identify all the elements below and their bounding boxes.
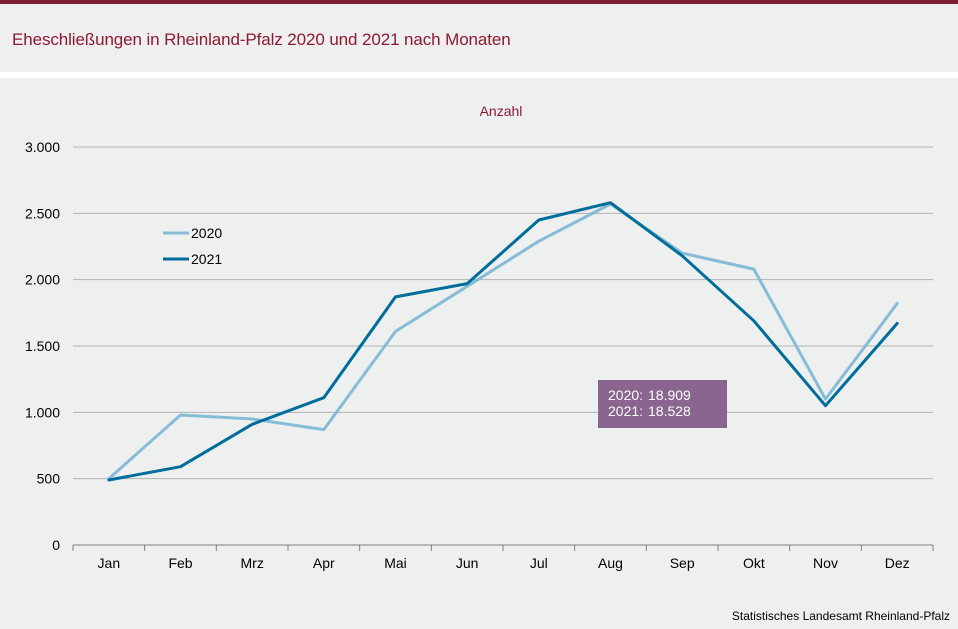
y-tick-label: 3.000	[25, 139, 60, 155]
legend-label: 2020	[191, 225, 222, 241]
x-tick-label: Mrz	[241, 555, 264, 571]
x-tick-label: Aug	[598, 555, 623, 571]
y-tick-label: 2.500	[25, 205, 60, 221]
x-tick-label: Mai	[384, 555, 407, 571]
top-accent-bar	[0, 0, 958, 4]
annotation-label: 2021:	[608, 403, 643, 419]
y-tick-label: 1.500	[25, 338, 60, 354]
annotation-label: 2020:	[608, 387, 643, 403]
y-tick-label: 2.000	[25, 272, 60, 288]
page-title: Eheschließungen in Rheinland-Pfalz 2020 …	[12, 30, 511, 49]
y-axis-ticks: 0 500 1.000 1.500 2.000 2.500 3.000	[25, 139, 60, 553]
gridlines	[73, 146, 933, 480]
series-line-2020	[107, 202, 899, 481]
x-tick-label: Jan	[98, 555, 121, 571]
legend-label: 2021	[191, 251, 222, 267]
x-axis: Jan Feb Mrz Apr Mai Jun Jul Aug Sep Okt Nov Dez	[72, 544, 934, 571]
x-tick-label: Okt	[743, 555, 765, 571]
annotation-box	[598, 380, 727, 428]
x-tick-label: Feb	[168, 555, 192, 571]
x-tick-label: Dez	[885, 555, 910, 571]
annotation-value: 18.528	[648, 403, 691, 419]
header: Eheschließungen in Rheinland-Pfalz 2020 …	[0, 4, 958, 72]
series-line-2021	[107, 201, 899, 482]
chart-panel: Anzahl 0 500 1.000 1.500 2.000 2.500 3.000 Jan…	[0, 78, 958, 629]
y-tick-label: 500	[37, 471, 61, 487]
y-tick-label: 1.000	[25, 404, 60, 420]
line-chart: Anzahl 0 500 1.000 1.500 2.000 2.500 3.000 Jan…	[25, 103, 934, 571]
y-tick-label: 0	[52, 537, 60, 553]
x-tick-label: Jul	[530, 555, 548, 571]
total-annotation: 2020: 18.909 2021: 18.528	[598, 380, 727, 428]
y-axis-label: Anzahl	[480, 103, 523, 119]
x-tick-label: Apr	[313, 555, 335, 571]
x-tick-label: Jun	[456, 555, 479, 571]
series-lines	[107, 201, 899, 482]
x-tick-label: Sep	[670, 555, 695, 571]
legend: 2020 2021	[163, 225, 222, 267]
x-tick-label: Nov	[813, 555, 838, 571]
annotation-value: 18.909	[648, 387, 691, 403]
source-note: Statistisches Landesamt Rheinland-Pfalz	[731, 609, 950, 623]
